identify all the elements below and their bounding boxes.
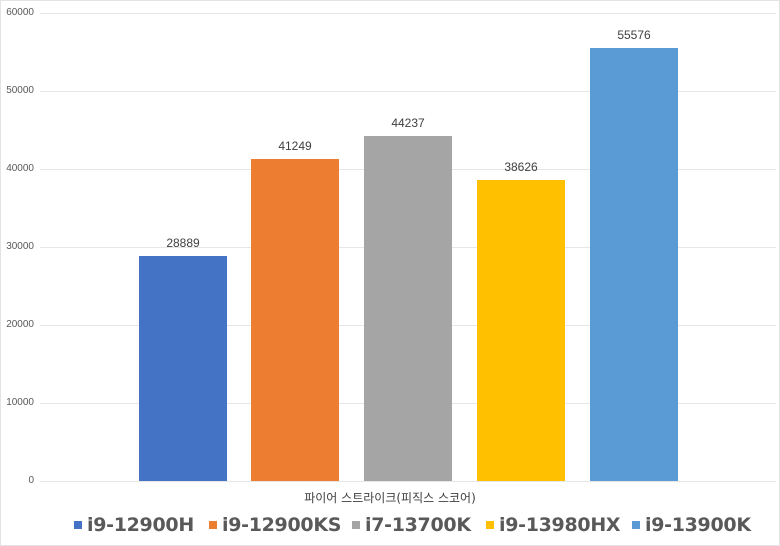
legend-label: i9-12900KS: [222, 514, 342, 536]
legend-item: i7-13700K: [352, 512, 471, 538]
bar-i9-12900h: [139, 256, 227, 481]
y-tick-label: 30000: [6, 241, 34, 252]
y-tick-label: 20000: [6, 319, 34, 330]
data-label: 38626: [504, 160, 538, 174]
legend-swatch-icon: [74, 521, 82, 529]
legend-swatch-icon: [352, 521, 360, 529]
gridline: [40, 91, 776, 92]
data-label: 41249: [278, 139, 312, 153]
bar-i9-12900ks: [251, 159, 339, 481]
legend-item: i9-13980HX: [486, 512, 621, 538]
y-tick-label: 50000: [6, 85, 34, 96]
y-tick-label: 40000: [6, 163, 34, 174]
legend-swatch-icon: [632, 521, 640, 529]
legend: i9-12900H i9-12900KS i7-13700K i9-13980HX i9…: [0, 512, 780, 540]
x-axis-label: 파이어 스트라이크(피직스 스코어): [304, 491, 476, 505]
legend-label: i9-13980HX: [499, 514, 621, 536]
legend-swatch-icon: [486, 521, 494, 529]
data-label: 55576: [617, 28, 651, 42]
y-tick-label: 10000: [6, 397, 34, 408]
legend-item: i9-12900H: [74, 512, 194, 538]
legend-item: i9-13900K: [632, 512, 751, 538]
data-label: 28889: [166, 236, 200, 250]
gridline: [40, 481, 776, 482]
legend-label: i9-12900H: [87, 514, 194, 536]
bar-i9-13980hx: [477, 180, 565, 481]
bar-i7-13700k: [364, 136, 452, 481]
data-label: 44237: [391, 116, 425, 130]
y-tick-label: 0: [28, 475, 34, 486]
gridline: [40, 13, 776, 14]
legend-item: i9-12900KS: [209, 512, 341, 538]
legend-swatch-icon: [209, 521, 217, 529]
y-tick-label: 60000: [6, 7, 34, 18]
bar-i9-13900k: [590, 48, 678, 481]
legend-label: i7-13700K: [365, 514, 471, 536]
legend-label: i9-13900K: [645, 514, 751, 536]
